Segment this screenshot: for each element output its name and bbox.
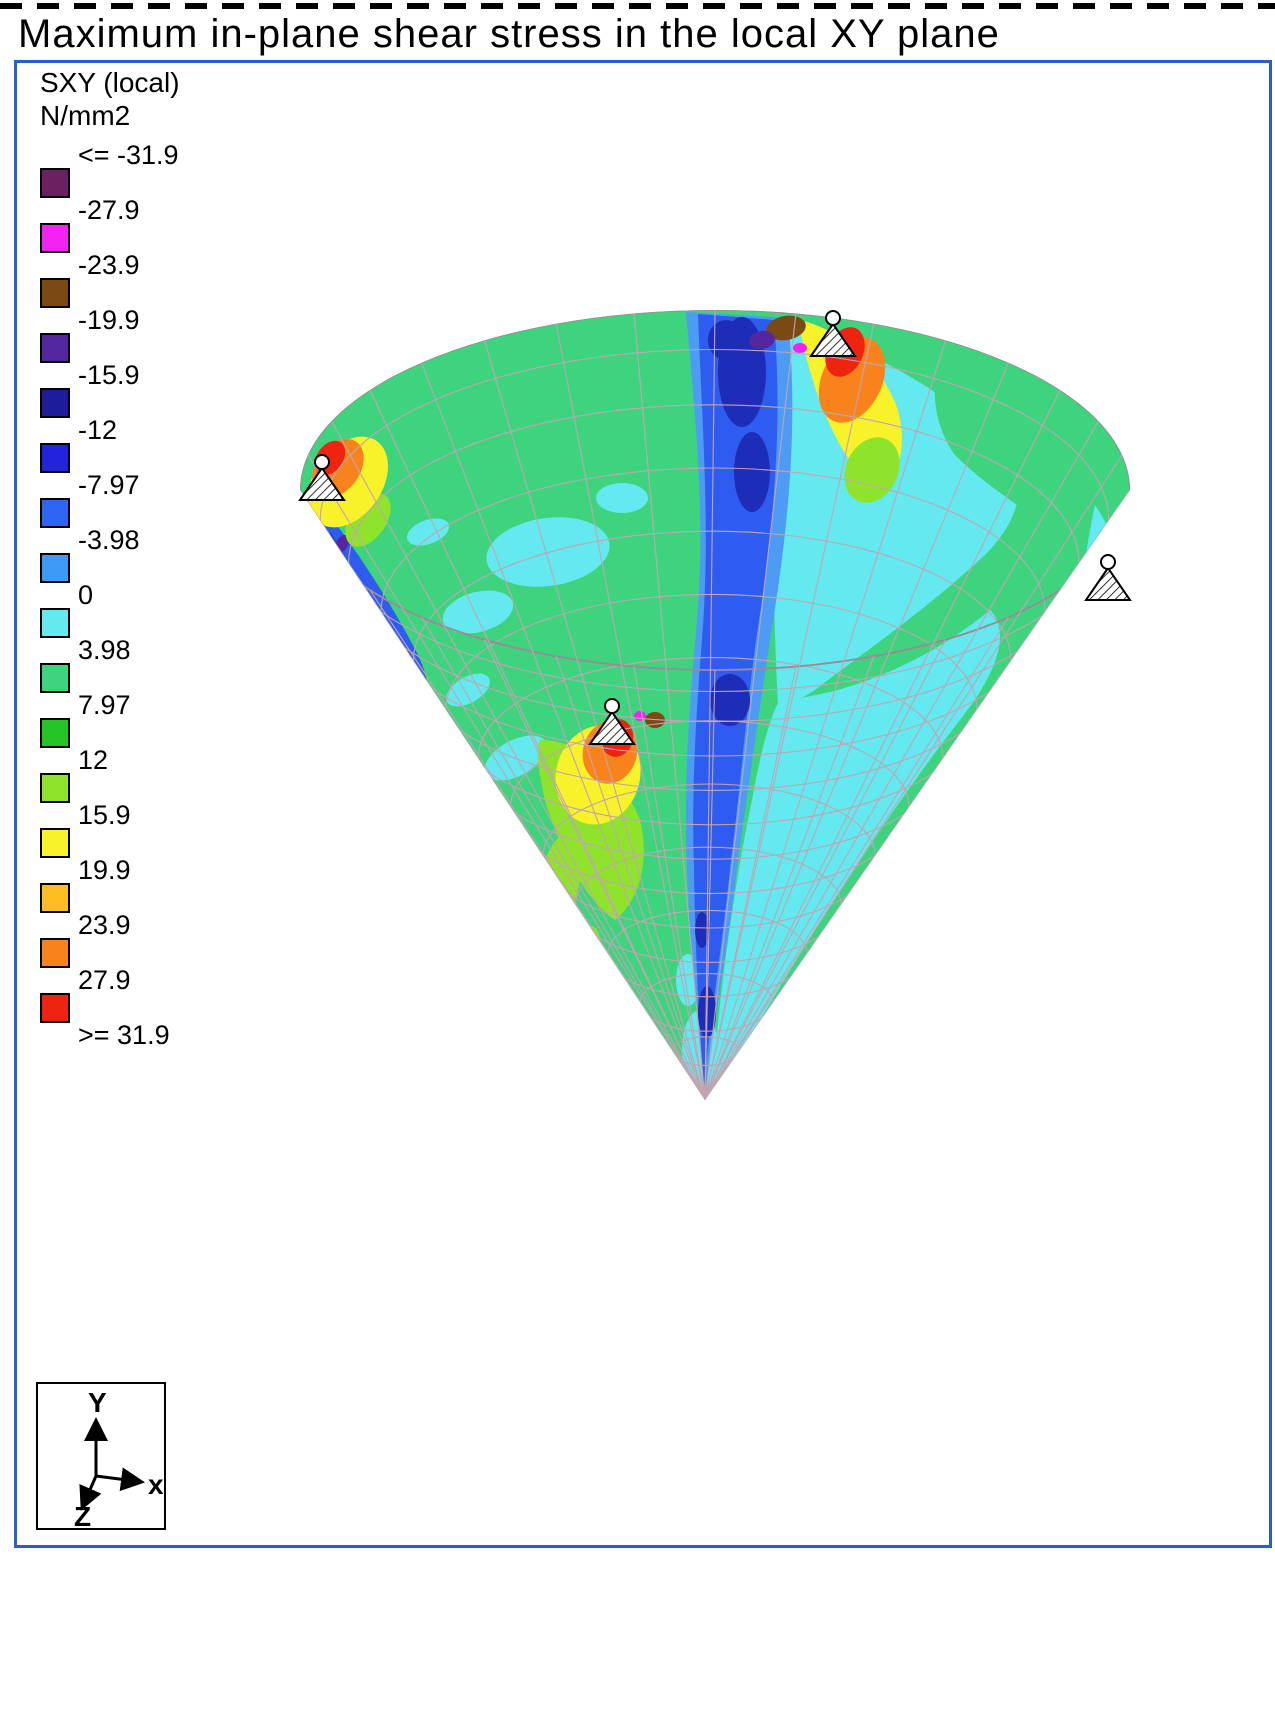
legend-swatch [40, 938, 70, 968]
stress-contours [300, 310, 1130, 1100]
contour-green-upper-right [934, 350, 1111, 552]
mesh-line [704, 313, 797, 1100]
mesh-line [421, 617, 706, 1100]
legend-boundary-label: >= 31.9 [78, 1020, 170, 1050]
support-node-icon [825, 310, 841, 326]
legend-swatch [40, 553, 70, 583]
contour-cyan-speck [406, 518, 450, 546]
mesh-line [331, 420, 706, 1100]
mesh-line [704, 389, 1061, 1100]
support-node-icon [1100, 554, 1116, 570]
legend-swatch [40, 608, 70, 638]
legend-swatch [40, 498, 70, 528]
x-axis-label: x [148, 1469, 164, 1500]
x-axis-arrow [95, 1467, 145, 1492]
legend-boundary-label: -27.9 [78, 195, 140, 225]
legend-units-label: N/mm2 [40, 100, 131, 131]
mesh-line [704, 362, 1009, 1100]
legend-swatch [40, 718, 70, 748]
contour-brown-speck [766, 315, 806, 341]
mesh-line [369, 389, 706, 1100]
mesh-line [307, 454, 706, 1100]
page-title: Maximum in-plane shear stress in the loc… [18, 12, 1000, 56]
contour-cyan-speck [596, 483, 648, 513]
support-node-icon [604, 698, 620, 714]
legend-swatch [40, 443, 70, 473]
legend-entries: <= -31.9 -27.9 -23.9 -19.9 -15.9 -12 -7.97 -3.9… [40, 141, 260, 1088]
contour-magenta-speck [634, 711, 646, 721]
legend-boundary-label: 23.9 [78, 910, 131, 940]
legend-boundary-label: 3.98 [78, 635, 131, 665]
legend-swatch [40, 333, 70, 363]
mesh-line [704, 420, 1099, 1100]
contour-navy-patch [710, 674, 750, 726]
legend-boundary-label: <= -31.9 [78, 140, 179, 170]
contour-navy-patch [734, 432, 770, 512]
mesh-line [704, 323, 875, 1100]
support-triangle-icon [298, 466, 346, 501]
support-node-icon [314, 454, 330, 470]
contour-purple-speck [749, 330, 775, 350]
z-axis-arrow [79, 1475, 102, 1511]
z-axis-label: Z [74, 1501, 91, 1528]
legend-component-label: SXY (local) [40, 67, 180, 98]
supports-layer [298, 310, 1132, 745]
contour-legend: SXY (local) N/mm2 <= -31.9 -27.9 -23.9 -19.… [40, 66, 270, 1049]
pin-support [588, 698, 636, 745]
mesh-line [421, 362, 706, 1100]
mesh-line [704, 656, 875, 1100]
legend-swatch [40, 993, 70, 1023]
legend-swatch [40, 168, 70, 198]
legend-swatch [40, 388, 70, 418]
y-axis-label: Y [88, 1387, 107, 1418]
legend-boundary-label: 19.9 [78, 855, 131, 885]
legend-swatch [40, 773, 70, 803]
mesh-line [704, 340, 947, 1100]
legend-boundary-label: -7.97 [78, 470, 140, 500]
support-triangle-icon [588, 710, 636, 745]
pin-support [809, 310, 857, 357]
dashed-separator [0, 3, 1275, 9]
legend-boundary-label: -3.98 [78, 525, 140, 555]
legend-swatch [40, 278, 70, 308]
contour-navy-patch [695, 912, 709, 948]
mesh-line [704, 639, 947, 1100]
legend-boundary-label: -15.9 [78, 360, 140, 390]
mesh-line [483, 340, 706, 1100]
contour-magenta-speck [793, 343, 807, 353]
mesh-line [555, 323, 706, 1100]
legend-boundary-label: 12 [78, 745, 109, 775]
mesh-line [633, 313, 706, 1100]
legend-boundary-label: -23.9 [78, 250, 140, 280]
contour-cyan-speck [442, 590, 514, 634]
mesh-line [704, 310, 716, 1100]
mesh-line [704, 589, 1061, 1100]
legend-boundary-label: 27.9 [78, 965, 131, 995]
legend-boundary-label: -19.9 [78, 305, 140, 335]
contour-cyan-lower-right [712, 610, 1000, 1092]
legend-swatch [40, 663, 70, 693]
legend-swatch [40, 828, 70, 858]
pin-support [298, 454, 346, 501]
hotspot-yellowgreen [1069, 628, 1095, 664]
support-triangle-icon [1084, 566, 1132, 601]
support-triangle-icon [809, 322, 857, 357]
pin-support [1084, 554, 1132, 601]
mesh-line [555, 656, 706, 1100]
mesh-line [704, 454, 1123, 1100]
axis-triad: Y x Z [36, 1382, 166, 1532]
legend-swatch [40, 883, 70, 913]
mesh-line [704, 616, 1009, 1100]
legend-boundary-label: 0 [78, 580, 94, 610]
mesh-line [633, 666, 706, 1100]
legend-swatch [40, 223, 70, 253]
legend-boundary-label: 7.97 [78, 690, 131, 720]
mesh-line [704, 669, 716, 1100]
legend-boundary-label: 15.9 [78, 800, 131, 830]
hotspot-yellowgreen [844, 437, 900, 503]
legend-boundary-label: -12 [78, 415, 118, 445]
